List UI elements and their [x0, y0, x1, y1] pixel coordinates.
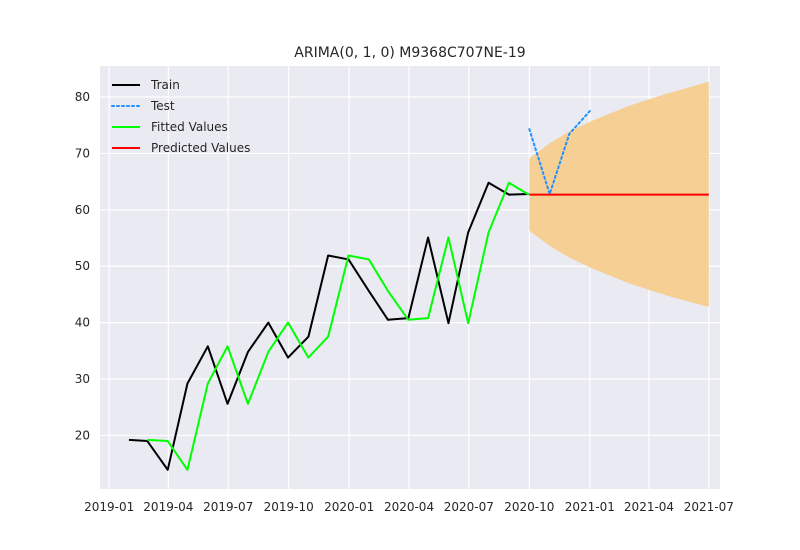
series-line-train — [128, 181, 529, 471]
y-tick-label: 30 — [75, 372, 90, 386]
y-tick-label: 40 — [75, 316, 90, 330]
y-tick-label: 60 — [75, 203, 90, 217]
legend-label: Fitted Values — [151, 120, 228, 134]
x-tick-label: 2020-10 — [504, 500, 554, 514]
x-tick-label: 2019-10 — [264, 500, 314, 514]
series-lines — [128, 110, 709, 471]
x-tick-label: 2020-01 — [324, 500, 374, 514]
x-tick-label: 2020-04 — [384, 500, 434, 514]
y-tick-label: 20 — [75, 428, 90, 442]
series-line-test — [528, 110, 591, 196]
legend-label: Predicted Values — [151, 141, 250, 155]
x-tick-label: 2019-07 — [203, 500, 253, 514]
x-tick-label: 2021-07 — [684, 500, 734, 514]
x-axis-ticks: 2019-01 2019-04 2019-07 2019-10 2020-01 2020-… — [84, 500, 734, 514]
x-tick-label: 2021-01 — [565, 500, 615, 514]
y-tick-label: 50 — [75, 259, 90, 273]
x-tick-label: 2019-04 — [143, 500, 193, 514]
series-line-fitted-values — [147, 181, 530, 471]
chart-title: ARIMA(0, 1, 0) M9368C707NE-19 — [294, 45, 525, 61]
y-tick-label: 70 — [75, 146, 90, 160]
legend: Train Test Fitted Values Predicted Values — [111, 78, 250, 155]
y-axis-ticks: 20 30 40 50 60 70 80 — [75, 90, 90, 442]
x-tick-label: 2019-01 — [84, 500, 134, 514]
legend-label: Train — [150, 78, 180, 92]
x-tick-label: 2021-04 — [624, 500, 674, 514]
x-tick-label: 2020-07 — [444, 500, 494, 514]
legend-label: Test — [150, 99, 175, 113]
y-tick-label: 80 — [75, 90, 90, 104]
